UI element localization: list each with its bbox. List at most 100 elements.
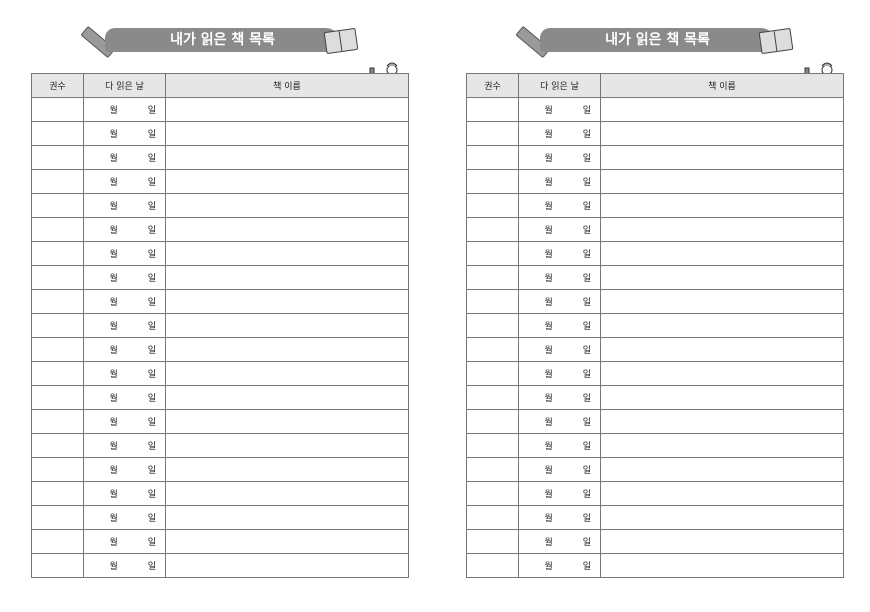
- book-name-cell[interactable]: [600, 433, 844, 458]
- book-name-cell[interactable]: [165, 313, 409, 338]
- book-name-cell[interactable]: [600, 529, 844, 554]
- count-cell[interactable]: [466, 529, 519, 554]
- book-name-cell[interactable]: [165, 361, 409, 386]
- count-cell[interactable]: [466, 505, 519, 530]
- book-name-cell[interactable]: [600, 409, 844, 434]
- count-cell[interactable]: [31, 241, 84, 266]
- book-name-cell[interactable]: [600, 121, 844, 146]
- book-name-cell[interactable]: [600, 457, 844, 482]
- count-cell[interactable]: [31, 193, 84, 218]
- count-cell[interactable]: [466, 457, 519, 482]
- book-name-cell[interactable]: [600, 193, 844, 218]
- count-cell[interactable]: [31, 409, 84, 434]
- count-cell[interactable]: [31, 121, 84, 146]
- book-name-cell[interactable]: [165, 505, 409, 530]
- book-name-cell[interactable]: [165, 457, 409, 482]
- count-cell[interactable]: [31, 289, 84, 314]
- book-name-cell[interactable]: [600, 361, 844, 386]
- count-cell[interactable]: [466, 265, 519, 290]
- count-cell[interactable]: [466, 313, 519, 338]
- book-name-cell[interactable]: [165, 337, 409, 362]
- count-cell[interactable]: [31, 457, 84, 482]
- book-name-cell[interactable]: [600, 241, 844, 266]
- book-name-cell[interactable]: [600, 337, 844, 362]
- count-cell[interactable]: [31, 505, 84, 530]
- book-name-cell[interactable]: [165, 433, 409, 458]
- book-name-cell[interactable]: [600, 289, 844, 314]
- count-cell[interactable]: [466, 409, 519, 434]
- book-name-cell[interactable]: [165, 193, 409, 218]
- book-name-cell[interactable]: [165, 409, 409, 434]
- count-cell[interactable]: [31, 217, 84, 242]
- book-name-cell[interactable]: [165, 265, 409, 290]
- book-name-cell[interactable]: [165, 289, 409, 314]
- book-name-cell[interactable]: [600, 217, 844, 242]
- count-cell[interactable]: [466, 121, 519, 146]
- count-cell[interactable]: [31, 313, 84, 338]
- book-name-cell[interactable]: [600, 313, 844, 338]
- count-cell[interactable]: [466, 385, 519, 410]
- count-cell[interactable]: [466, 193, 519, 218]
- count-cell[interactable]: [466, 481, 519, 506]
- count-cell[interactable]: [31, 361, 84, 386]
- count-cell[interactable]: [466, 289, 519, 314]
- book-name-cell[interactable]: [165, 97, 409, 122]
- count-cell[interactable]: [31, 145, 84, 170]
- book-name-cell[interactable]: [600, 481, 844, 506]
- book-name-cell[interactable]: [600, 97, 844, 122]
- book-name-cell[interactable]: [600, 385, 844, 410]
- book-name-cell[interactable]: [165, 241, 409, 266]
- count-cell[interactable]: [31, 385, 84, 410]
- book-name-cell[interactable]: [600, 145, 844, 170]
- count-cell[interactable]: [31, 97, 84, 122]
- count-cell[interactable]: [31, 433, 84, 458]
- book-name-cell[interactable]: [165, 145, 409, 170]
- book-name-cell[interactable]: [600, 169, 844, 194]
- count-cell[interactable]: [466, 433, 519, 458]
- book-name-cell[interactable]: [600, 553, 844, 578]
- count-cell[interactable]: [31, 481, 84, 506]
- book-name-cell[interactable]: [600, 505, 844, 530]
- count-cell[interactable]: [31, 337, 84, 362]
- count-cell[interactable]: [31, 169, 84, 194]
- count-cell[interactable]: [31, 265, 84, 290]
- count-cell[interactable]: [466, 97, 519, 122]
- count-cell[interactable]: [466, 337, 519, 362]
- book-name-cell[interactable]: [165, 481, 409, 506]
- book-name-cell[interactable]: [165, 121, 409, 146]
- count-cell[interactable]: [466, 361, 519, 386]
- count-cell[interactable]: [466, 169, 519, 194]
